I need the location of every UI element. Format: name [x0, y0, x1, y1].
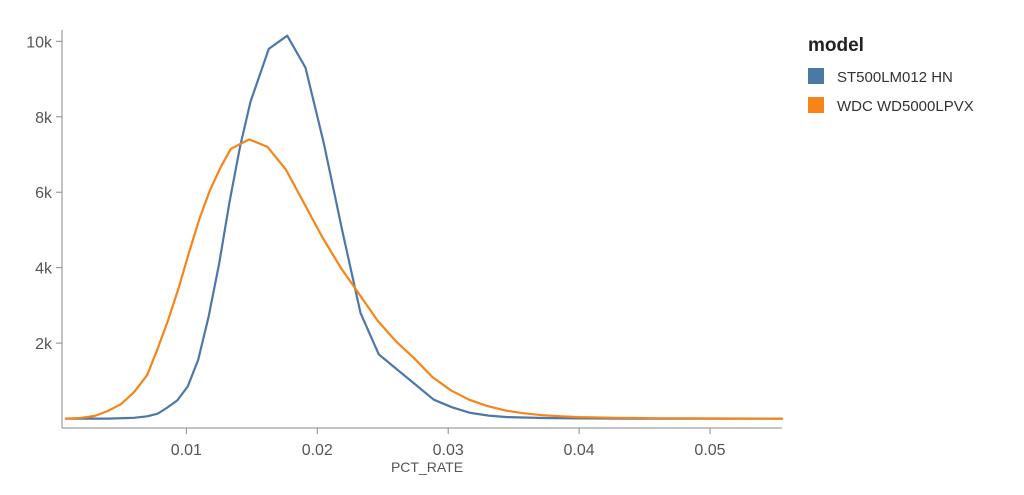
- x-axis-title: PCT_RATE: [391, 459, 463, 475]
- legend-title: model: [808, 35, 864, 56]
- legend-label: ST500LM012 HN: [837, 69, 953, 86]
- plot-area: [64, 34, 784, 420]
- x-tick-label: 0.02: [302, 442, 333, 459]
- y-tick-label: 2k: [35, 336, 53, 353]
- series-line-2: [64, 138, 784, 420]
- x-tick-label: 0.05: [694, 442, 725, 459]
- x-tick-label: 0.03: [433, 442, 464, 459]
- y-tick-label: 4k: [35, 261, 53, 278]
- legend-swatch: [808, 68, 824, 84]
- y-axis: 2k 4k 6k 8k 10k: [26, 30, 63, 428]
- x-tick-label: 0.04: [564, 442, 595, 459]
- legend: model ST500LM012 HN WDC WD5000LPVX: [808, 35, 974, 115]
- x-tick-label: 0.01: [171, 442, 202, 459]
- legend-swatch: [808, 97, 824, 113]
- y-tick-label: 8k: [35, 110, 53, 127]
- series-line-1: [64, 34, 784, 420]
- y-tick-label: 6k: [35, 185, 53, 202]
- legend-label: WDC WD5000LPVX: [837, 98, 974, 115]
- x-axis: 0.01 0.02 0.03 0.04 0.05: [62, 427, 782, 459]
- y-tick-label: 10k: [26, 34, 53, 51]
